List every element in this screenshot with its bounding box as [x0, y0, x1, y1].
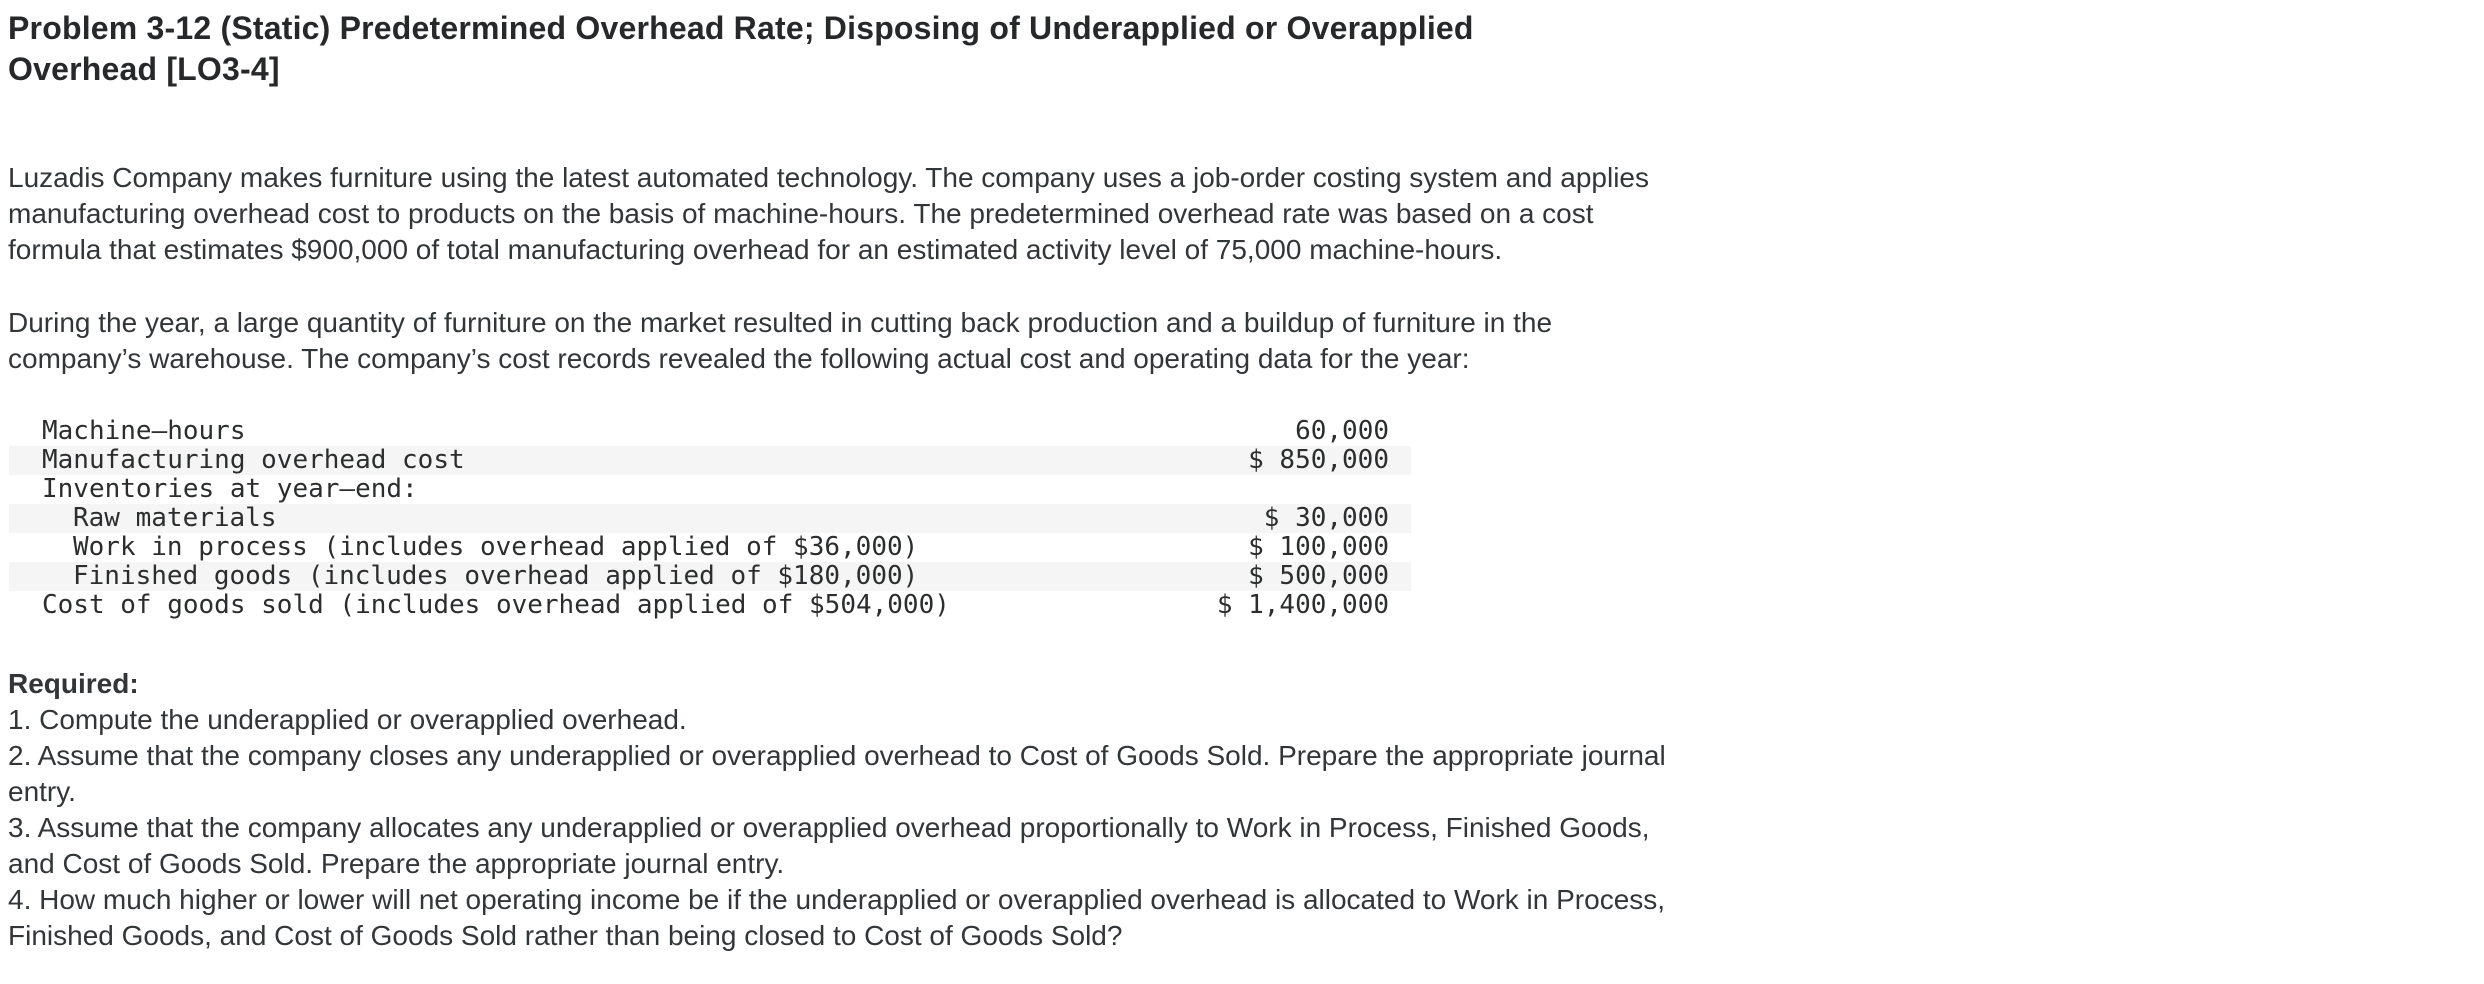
table-row-machine-hours: Machine–hours 60,000 — [9, 417, 1411, 446]
row-amount: 60,000 — [1295, 416, 1389, 446]
table-row-finished-goods: Finished goods (includes overhead applie… — [9, 562, 1411, 591]
table-row-inventories-heading: Inventories at year–end: — [9, 475, 1411, 504]
table-row-cost-of-goods-sold: Cost of goods sold (includes overhead ap… — [9, 591, 1411, 620]
row-amount: $ 1,400,000 — [1216, 590, 1389, 620]
table-row-work-in-process: Work in process (includes overhead appli… — [9, 533, 1411, 562]
problem-title: Problem 3-12 (Static) Predetermined Over… — [8, 10, 1474, 87]
problem-statement: Problem 3-12 (Static) Predetermined Over… — [8, 8, 1928, 954]
row-label: Cost of goods sold (includes overhead ap… — [42, 590, 950, 620]
row-amount: $ 500,000 — [1248, 561, 1389, 591]
row-label: Finished goods (includes overhead applie… — [73, 561, 919, 591]
row-label: Inventories at year–end: — [42, 474, 418, 504]
table-row-manufacturing-overhead-cost: Manufacturing overhead cost $ 850,000 — [9, 446, 1411, 475]
required-heading: Required: — [8, 668, 139, 699]
required-item-4: 4. How much higher or lower will net ope… — [8, 884, 1666, 951]
row-amount: $ 30,000 — [1263, 503, 1389, 533]
required-section: Required: 1. Compute the underapplied or… — [8, 666, 1928, 954]
intro-paragraph-2: During the year, a large quantity of fur… — [8, 307, 1553, 374]
row-label: Machine–hours — [42, 416, 246, 446]
required-item-1: 1. Compute the underapplied or overappli… — [8, 704, 687, 735]
row-label: Manufacturing overhead cost — [42, 445, 465, 475]
required-item-2: 2. Assume that the company closes any un… — [8, 740, 1666, 807]
table-row-raw-materials: Raw materials $ 30,000 — [9, 504, 1411, 533]
intro-paragraph-1: Luzadis Company makes furniture using th… — [8, 162, 1649, 265]
required-item-3: 3. Assume that the company allocates any… — [8, 812, 1650, 879]
cost-data-table: Machine–hours 60,000 Manufacturing overh… — [9, 417, 1411, 620]
row-label: Raw materials — [73, 503, 277, 533]
row-amount: $ 850,000 — [1248, 445, 1389, 475]
row-amount: $ 100,000 — [1248, 532, 1389, 562]
row-label: Work in process (includes overhead appli… — [73, 532, 919, 562]
